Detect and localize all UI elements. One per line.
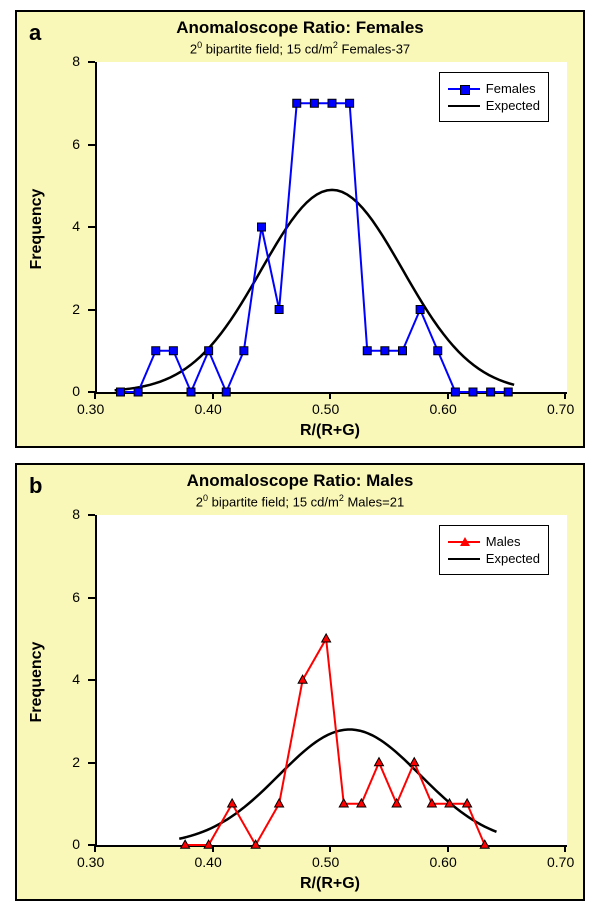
data-marker [487, 388, 495, 396]
xtick-label: 0.40 [195, 854, 222, 870]
data-marker [275, 799, 284, 807]
data-marker [451, 388, 459, 396]
data-marker [416, 306, 424, 314]
legend-row: Expected [448, 98, 540, 113]
xtick-label: 0.60 [430, 854, 457, 870]
data-marker [469, 388, 477, 396]
legend-label: Females [486, 81, 536, 96]
panel-a-title: Anomaloscope Ratio: Females [17, 18, 583, 38]
ytick-label: 2 [72, 301, 80, 317]
data-marker [504, 388, 512, 396]
panel-a: a Anomaloscope Ratio: Females 20 biparti… [15, 10, 585, 448]
ytick-label: 4 [72, 671, 80, 687]
ytick [88, 679, 95, 681]
legend-swatch [448, 552, 480, 566]
xtick-label: 0.60 [430, 401, 457, 417]
figure-root: a Anomaloscope Ratio: Females 20 biparti… [0, 0, 600, 912]
data-line [185, 639, 485, 845]
data-marker [322, 634, 331, 642]
data-marker [375, 758, 384, 766]
data-marker [205, 347, 213, 355]
legend-swatch [448, 535, 480, 549]
data-marker [117, 388, 125, 396]
xtick [94, 392, 96, 399]
ytick-label: 4 [72, 218, 80, 234]
ytick-label: 2 [72, 754, 80, 770]
data-marker [434, 347, 442, 355]
panel-a-subtitle: 20 bipartite field; 15 cd/m2 Females-37 [17, 40, 583, 56]
legend-row: Expected [448, 551, 540, 566]
legend-row: Females [448, 81, 540, 96]
legend: Females Expected [439, 72, 549, 122]
panel-a-ylabel: Frequency [28, 189, 46, 270]
xtick-label: 0.30 [77, 854, 104, 870]
xtick [564, 845, 566, 852]
ytick [88, 762, 95, 764]
ytick [88, 597, 95, 599]
ytick-label: 6 [72, 589, 80, 605]
data-marker [134, 388, 142, 396]
xtick [564, 392, 566, 399]
data-marker [187, 388, 195, 396]
data-marker [392, 799, 401, 807]
xtick [447, 845, 449, 852]
ytick-label: 0 [72, 383, 80, 399]
ytick [88, 514, 95, 516]
expected-curve [115, 190, 515, 390]
data-marker [258, 223, 266, 231]
data-marker [381, 347, 389, 355]
legend: Males Expected [439, 525, 549, 575]
xtick-label: 0.40 [195, 401, 222, 417]
data-marker [410, 758, 419, 766]
data-marker [399, 347, 407, 355]
xtick-label: 0.50 [312, 854, 339, 870]
data-marker [228, 799, 237, 807]
panel-b: b Anomaloscope Ratio: Males 20 bipartite… [15, 463, 585, 901]
legend-label: Expected [486, 551, 540, 566]
xtick-label: 0.50 [312, 401, 339, 417]
panel-a-xlabel: R/(R+G) [95, 422, 565, 440]
xtick [329, 392, 331, 399]
legend-label: Expected [486, 98, 540, 113]
data-marker [346, 99, 354, 107]
ytick-label: 8 [72, 506, 80, 522]
data-marker [363, 347, 371, 355]
data-marker [275, 306, 283, 314]
panel-b-ylabel: Frequency [28, 642, 46, 723]
legend-label: Males [486, 534, 521, 549]
panel-b-xlabel: R/(R+G) [95, 875, 565, 893]
xtick [94, 845, 96, 852]
panel-b-title: Anomaloscope Ratio: Males [17, 471, 583, 491]
data-marker [480, 840, 489, 848]
ytick-label: 0 [72, 836, 80, 852]
data-marker [310, 99, 318, 107]
data-line [121, 103, 509, 392]
ytick [88, 144, 95, 146]
ytick [88, 309, 95, 311]
ytick [88, 61, 95, 63]
legend-row: Males [448, 534, 540, 549]
xtick [212, 845, 214, 852]
ytick [88, 226, 95, 228]
xtick [329, 845, 331, 852]
panel-b-subtitle: 20 bipartite field; 15 cd/m2 Males=21 [17, 493, 583, 509]
data-marker [293, 99, 301, 107]
legend-swatch [448, 99, 480, 113]
xtick-label: 0.70 [547, 854, 574, 870]
xtick [447, 392, 449, 399]
data-marker [240, 347, 248, 355]
xtick-label: 0.70 [547, 401, 574, 417]
data-marker [328, 99, 336, 107]
xtick [212, 392, 214, 399]
data-marker [222, 388, 230, 396]
data-marker [152, 347, 160, 355]
data-marker [169, 347, 177, 355]
ytick-label: 6 [72, 136, 80, 152]
ytick-label: 8 [72, 53, 80, 69]
legend-swatch [448, 82, 480, 96]
xtick-label: 0.30 [77, 401, 104, 417]
